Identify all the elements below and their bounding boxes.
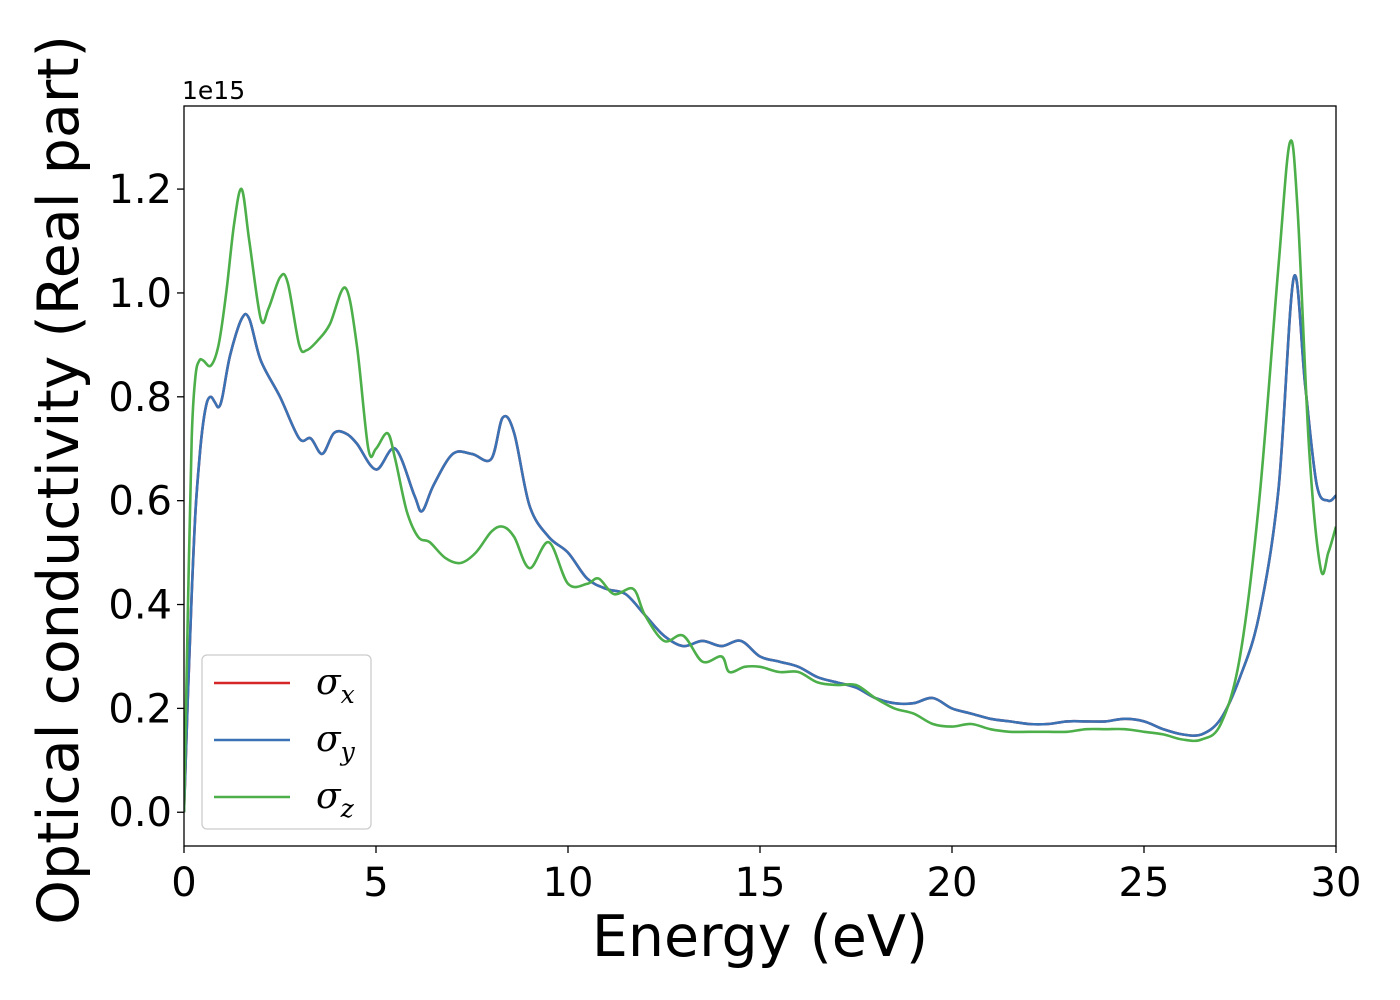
y-tick-label: 0.8 xyxy=(108,375,172,421)
legend-box xyxy=(201,654,372,830)
legend-label-y: σy xyxy=(316,719,356,766)
y-tick-label: 0.6 xyxy=(108,479,172,525)
legend-label-x: σx xyxy=(316,662,355,709)
x-tick-label: 30 xyxy=(1311,860,1362,906)
x-tick-label: 5 xyxy=(363,860,388,906)
y-axis-label: Optical conductivity (Real part) xyxy=(26,35,92,925)
legend-label-z: σz xyxy=(316,776,355,823)
y-offset-label: 1e15 xyxy=(182,76,245,105)
y-tick-label: 0.0 xyxy=(108,790,172,836)
y-tick-label: 0.2 xyxy=(108,686,172,732)
x-tick-label: 0 xyxy=(171,860,196,906)
y-axis: 0.0 0.2 0.4 0.6 0.8 1.0 1.2 xyxy=(108,167,184,836)
series-group xyxy=(184,139,1336,813)
y-tick-label: 0.4 xyxy=(108,583,172,629)
y-tick-label: 1.0 xyxy=(108,271,172,317)
x-tick-label: 10 xyxy=(543,860,594,906)
x-axis: 0 5 10 15 20 25 30 xyxy=(171,846,1361,906)
x-tick-label: 25 xyxy=(1119,860,1170,906)
series-line-y xyxy=(184,273,1336,813)
x-tick-label: 20 xyxy=(927,860,978,906)
x-axis-label: Energy (eV) xyxy=(592,904,928,970)
series-line-z xyxy=(184,139,1336,813)
legend: σx σy σz xyxy=(201,654,372,830)
y-tick-label: 1.2 xyxy=(108,167,172,213)
x-tick-label: 15 xyxy=(735,860,786,906)
